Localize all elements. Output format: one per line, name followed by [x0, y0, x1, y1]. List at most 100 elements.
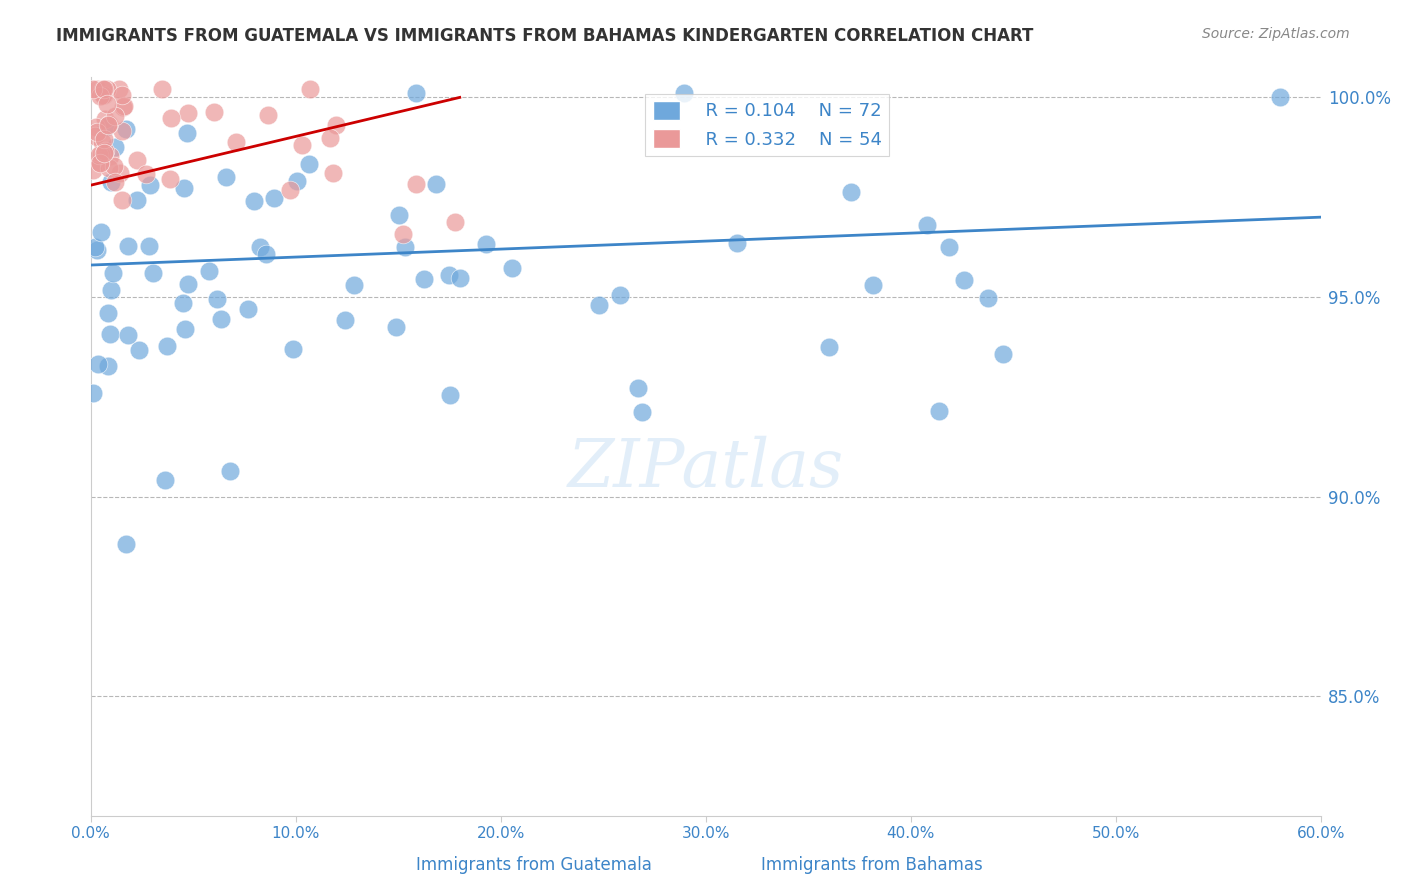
Point	[256, 107, 278, 121]
Point	[89, 148, 111, 162]
Point	[205, 292, 228, 306]
Point	[82, 386, 104, 401]
Point	[153, 473, 176, 487]
Point	[609, 288, 631, 302]
Point	[93, 82, 115, 96]
Point	[1268, 90, 1291, 104]
Point	[150, 82, 173, 96]
Point	[159, 172, 181, 186]
Point	[627, 381, 650, 395]
Point	[93, 132, 115, 146]
Point	[98, 327, 121, 342]
Point	[501, 260, 523, 275]
Point	[135, 167, 157, 181]
Point	[96, 82, 118, 96]
Point	[475, 237, 498, 252]
Point	[588, 298, 610, 312]
Point	[172, 296, 194, 310]
Point	[672, 87, 695, 101]
Legend:   R = 0.104    N = 72,   R = 0.332    N = 54: R = 0.104 N = 72, R = 0.332 N = 54	[645, 94, 890, 156]
Point	[93, 88, 115, 103]
Point	[103, 159, 125, 173]
Point	[84, 128, 107, 143]
Point	[87, 154, 110, 169]
Text: Immigrants from Bahamas: Immigrants from Bahamas	[761, 856, 983, 874]
Point	[115, 121, 138, 136]
Point	[94, 112, 117, 127]
Point	[91, 82, 114, 96]
Point	[103, 266, 125, 280]
Point	[283, 342, 305, 356]
Point	[127, 193, 149, 207]
Point	[84, 240, 107, 254]
Point	[394, 240, 416, 254]
Point	[291, 137, 314, 152]
Point	[90, 135, 112, 149]
Point	[214, 170, 236, 185]
Point	[449, 270, 471, 285]
Point	[94, 120, 117, 134]
Point	[138, 238, 160, 252]
Point	[128, 343, 150, 357]
Point	[177, 105, 200, 120]
Point	[862, 278, 884, 293]
Point	[928, 404, 950, 418]
Point	[82, 163, 104, 178]
Point	[108, 166, 131, 180]
Point	[425, 178, 447, 192]
Point	[84, 120, 107, 134]
Point	[725, 236, 748, 251]
Text: IMMIGRANTS FROM GUATEMALA VS IMMIGRANTS FROM BAHAMAS KINDERGARTEN CORRELATION CH: IMMIGRANTS FROM GUATEMALA VS IMMIGRANTS …	[56, 27, 1033, 45]
Point	[111, 193, 134, 207]
Point	[991, 347, 1014, 361]
Point	[98, 117, 121, 131]
Point	[225, 135, 247, 149]
Point	[89, 88, 111, 103]
Point	[93, 145, 115, 160]
Point	[285, 174, 308, 188]
Point	[100, 283, 122, 297]
Point	[97, 359, 120, 374]
Point	[219, 465, 242, 479]
Point	[104, 175, 127, 189]
Point	[209, 312, 232, 326]
Point	[89, 156, 111, 170]
Point	[322, 166, 344, 180]
Point	[111, 99, 134, 113]
Point	[90, 225, 112, 239]
Point	[630, 405, 652, 419]
Point	[98, 161, 121, 176]
Point	[839, 185, 862, 199]
Point	[173, 322, 195, 336]
Point	[142, 266, 165, 280]
Point	[437, 268, 460, 282]
Point	[82, 82, 104, 96]
Point	[156, 339, 179, 353]
Point	[388, 208, 411, 222]
Text: ZIPatlas: ZIPatlas	[568, 436, 844, 501]
Point	[384, 319, 406, 334]
Point	[953, 273, 976, 287]
Point	[115, 536, 138, 550]
Point	[325, 118, 347, 132]
Point	[97, 306, 120, 320]
Point	[90, 146, 112, 161]
Point	[299, 82, 322, 96]
Point	[108, 82, 131, 96]
Point	[254, 246, 277, 260]
Point	[318, 131, 340, 145]
Point	[938, 240, 960, 254]
Point	[86, 82, 108, 96]
Point	[249, 239, 271, 253]
Point	[915, 218, 938, 232]
Point	[405, 177, 427, 191]
Point	[444, 215, 467, 229]
Point	[111, 87, 134, 102]
Point	[117, 239, 139, 253]
Point	[198, 264, 221, 278]
Point	[412, 272, 434, 286]
Text: Source: ZipAtlas.com: Source: ZipAtlas.com	[1202, 27, 1350, 41]
Point	[243, 194, 266, 208]
Point	[97, 118, 120, 132]
Point	[160, 111, 183, 125]
